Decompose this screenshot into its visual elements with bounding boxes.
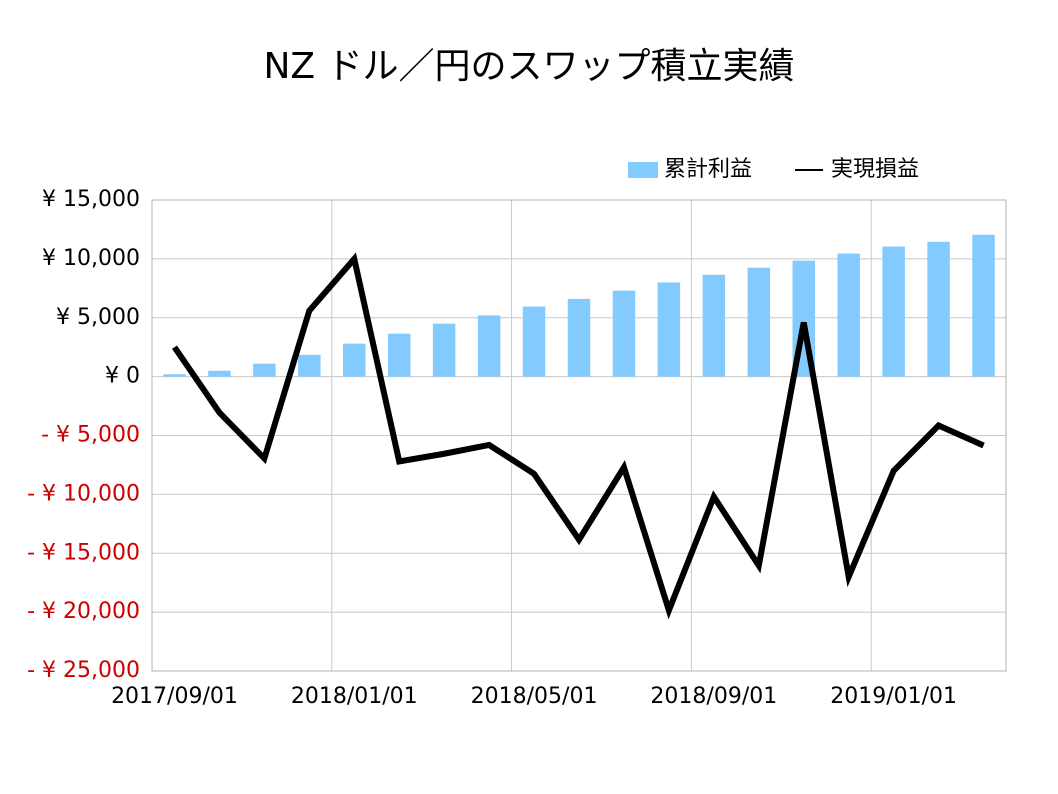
legend-label: 累計利益 [664, 157, 752, 182]
bar [747, 267, 771, 377]
bar [882, 246, 905, 377]
y-tick-label: ¥ 10,000 [42, 246, 140, 271]
bar [702, 274, 726, 377]
x-tick-label: 2018/05/01 [471, 684, 598, 709]
bar [837, 253, 860, 377]
bar [208, 370, 231, 377]
bar [477, 315, 501, 377]
x-tick-label: 2019/01/01 [830, 684, 957, 709]
x-tick-label: 2017/09/01 [111, 684, 238, 709]
y-tick-label: ¥ 0 [105, 364, 140, 389]
bar [387, 333, 411, 377]
y-tick-label: - ¥ 15,000 [27, 540, 140, 565]
bar [927, 241, 950, 377]
y-tick-label: ¥ 15,000 [42, 187, 140, 212]
x-tick-label: 2018/09/01 [650, 684, 777, 709]
bar [343, 343, 366, 377]
chart-title: NZ ドル／円のスワップ積立実績 [263, 46, 794, 87]
bar [253, 363, 276, 377]
y-tick-label: ¥ 5,000 [56, 305, 140, 330]
y-tick-label: - ¥ 10,000 [27, 481, 140, 506]
bar [298, 354, 321, 377]
y-tick-label: - ¥ 5,000 [41, 423, 140, 448]
y-tick-label: - ¥ 25,000 [27, 658, 140, 683]
bar [163, 374, 186, 377]
x-tick-label: 2018/01/01 [291, 684, 418, 709]
y-tick-label: - ¥ 20,000 [27, 599, 140, 624]
bar [612, 290, 636, 377]
legend-label: 実現損益 [831, 157, 919, 182]
plot-frame [151, 199, 1007, 672]
bar [522, 306, 546, 377]
line [172, 252, 985, 620]
bar [567, 298, 591, 377]
bar [432, 323, 456, 377]
bar [657, 282, 681, 377]
bar [972, 234, 995, 377]
legend-swatch [628, 162, 658, 178]
